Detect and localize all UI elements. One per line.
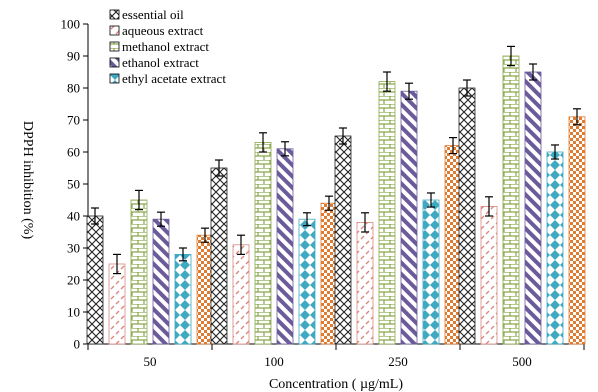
bar xyxy=(524,71,542,345)
bar xyxy=(422,199,440,345)
legend-swatch xyxy=(109,25,120,36)
bar xyxy=(276,148,294,345)
bar xyxy=(356,221,374,345)
bar xyxy=(130,199,148,345)
legend-swatch xyxy=(109,73,120,84)
bar xyxy=(480,205,498,345)
bar xyxy=(334,135,352,345)
legend-label: ethanol extract xyxy=(122,55,199,70)
bar xyxy=(210,167,228,345)
y-tick-label: 90 xyxy=(67,49,80,64)
y-axis-title: DPPH inhibition (%) xyxy=(20,121,35,240)
y-tick-label: 20 xyxy=(67,273,80,288)
y-tick-label: 40 xyxy=(67,209,80,224)
bar xyxy=(108,263,126,345)
bar xyxy=(86,215,104,345)
bar xyxy=(400,90,418,345)
bar xyxy=(254,141,272,345)
x-tick-label: 50 xyxy=(144,354,157,369)
bar xyxy=(502,55,520,345)
legend-swatch xyxy=(109,9,120,20)
bar xyxy=(298,218,316,345)
legend-swatch xyxy=(109,41,120,52)
x-tick-label: 500 xyxy=(512,354,532,369)
legend-label: methanol extract xyxy=(122,39,209,54)
y-tick-label: 70 xyxy=(67,113,80,128)
y-tick-label: 60 xyxy=(67,145,80,160)
y-tick-label: 30 xyxy=(67,241,80,256)
y-tick-label: 100 xyxy=(61,17,81,32)
bar xyxy=(152,218,170,345)
bar xyxy=(232,244,250,345)
plot-area: 0 10 20 30 40 50 60 70 80 90 100 50 100 250 500 xyxy=(61,17,586,369)
y-tick-label: 80 xyxy=(67,81,80,96)
legend-swatch xyxy=(109,57,120,68)
bar xyxy=(174,253,192,345)
legend-label: aqueous extract xyxy=(122,23,204,38)
y-tick-label: 10 xyxy=(67,305,80,320)
x-axis-title: Concentration ( µg/mL) xyxy=(269,377,403,392)
y-tick-label: 50 xyxy=(67,177,80,192)
bar xyxy=(568,116,586,345)
legend-label: ethyl acetate extract xyxy=(122,71,226,86)
x-tick-label: 100 xyxy=(264,354,284,369)
bar xyxy=(378,81,396,345)
y-tick-label: 0 xyxy=(74,337,81,352)
bar xyxy=(546,151,564,345)
legend-label: essential oil xyxy=(122,7,184,22)
bar xyxy=(458,87,476,345)
x-tick-label: 250 xyxy=(388,354,408,369)
